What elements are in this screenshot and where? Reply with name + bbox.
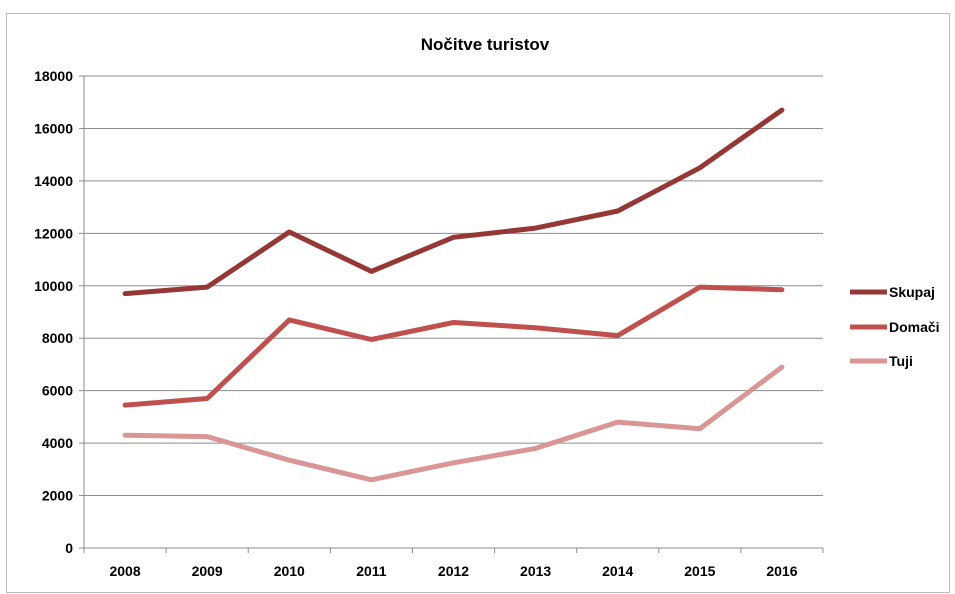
x-tick-label: 2011 bbox=[356, 563, 387, 579]
y-tick-label: 16000 bbox=[34, 120, 73, 136]
chart-frame: Nočitve turistov 0 2000 4000 6000 8000 10000 1… bbox=[6, 13, 950, 593]
series-line-tuji bbox=[122, 364, 785, 483]
axes: 0 2000 4000 6000 8000 10000 12000 14000 16000 180… bbox=[34, 68, 824, 579]
x-tick-label: 2010 bbox=[274, 563, 305, 579]
y-tick-label: 4000 bbox=[42, 435, 73, 451]
y-tick-label: 6000 bbox=[42, 383, 73, 399]
legend-item: Domači bbox=[850, 319, 940, 335]
x-tick-label: 2012 bbox=[438, 563, 469, 579]
x-tick-label: 2015 bbox=[684, 563, 715, 579]
series-line-doma-i bbox=[122, 284, 785, 408]
legend-label: Domači bbox=[889, 319, 940, 335]
x-tick-label: 2014 bbox=[602, 563, 633, 579]
series-lines bbox=[122, 107, 785, 483]
y-tick-label: 10000 bbox=[34, 278, 73, 294]
legend-item: Tuji bbox=[850, 353, 913, 369]
y-tick-label: 8000 bbox=[42, 330, 73, 346]
x-tick-label: 2016 bbox=[766, 563, 797, 579]
legend-label: Skupaj bbox=[889, 284, 935, 300]
chart-title: Nočitve turistov bbox=[421, 35, 550, 54]
x-tick-label: 2009 bbox=[192, 563, 223, 579]
x-tick-label: 2008 bbox=[109, 563, 140, 579]
y-tick-label: 12000 bbox=[34, 225, 73, 241]
line-chart: Nočitve turistov 0 2000 4000 6000 8000 10000 1… bbox=[34, 35, 940, 579]
y-tick-label: 0 bbox=[65, 540, 73, 556]
legend: Skupaj Domači Tuji bbox=[850, 284, 940, 369]
x-tick-label: 2013 bbox=[520, 563, 551, 579]
y-tick-label: 2000 bbox=[42, 488, 73, 504]
y-tick-label: 14000 bbox=[34, 173, 73, 189]
y-tick-label: 18000 bbox=[34, 68, 73, 84]
series-line-skupaj bbox=[122, 107, 785, 297]
legend-label: Tuji bbox=[889, 353, 913, 369]
legend-item: Skupaj bbox=[850, 284, 935, 300]
